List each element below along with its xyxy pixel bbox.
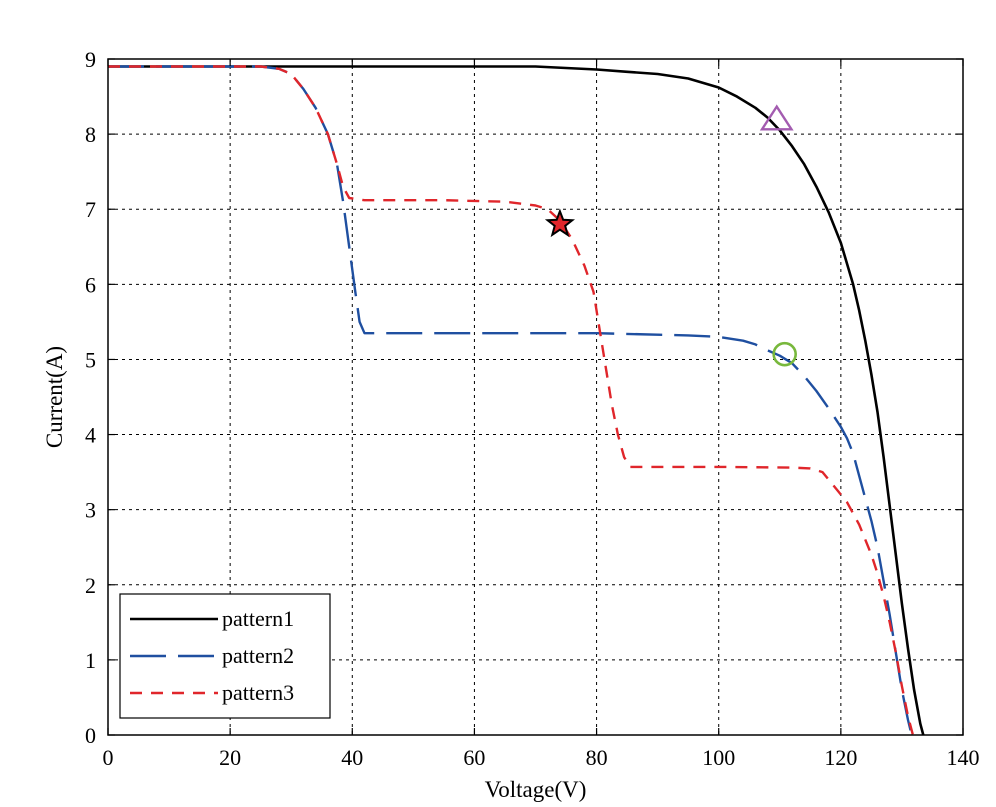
- legend: pattern1 pattern2 pattern3: [119, 593, 331, 719]
- tick-layer: 0 20 40 60 80 100 120 140 0 1 2 3 4 5 6 7 8 9: [85, 47, 980, 770]
- series-layer: [108, 65, 925, 736]
- x-tick-label: 100: [702, 745, 735, 770]
- x-tick-label: 20: [219, 745, 241, 770]
- legend-items: pattern1 pattern2 pattern3: [130, 606, 294, 705]
- y-tick-label: 4: [85, 423, 96, 448]
- y-tick-label: 3: [85, 498, 96, 523]
- y-tick-label: 7: [85, 197, 96, 222]
- y-tick-label: 9: [85, 47, 96, 72]
- x-tick-label: 0: [103, 745, 114, 770]
- pattern3-mpp-marker: [544, 208, 575, 238]
- y-tick-label: 5: [85, 347, 96, 372]
- x-axis-label: Voltage(V): [485, 777, 587, 802]
- x-tick-label: 140: [947, 745, 980, 770]
- x-tick-label: 120: [824, 745, 857, 770]
- x-tick-label: 60: [463, 745, 485, 770]
- pattern1-line: [108, 65, 925, 736]
- pattern1-mpp-marker: [759, 104, 794, 131]
- y-tick-label: 2: [85, 573, 96, 598]
- plot-frame: [107, 58, 964, 736]
- y-axis-label: Current(A): [42, 346, 67, 448]
- x-tick-label: 40: [341, 745, 363, 770]
- pattern3-legend-label: pattern3: [222, 680, 294, 705]
- pattern1-legend-label: pattern1: [222, 606, 294, 631]
- y-tick-label: 1: [85, 648, 96, 673]
- x-tick-label: 80: [586, 745, 608, 770]
- y-tick-label: 6: [85, 272, 96, 297]
- marker-layer: [544, 104, 797, 367]
- y-tick-label: 0: [85, 723, 96, 748]
- y-tick-label: 8: [85, 122, 96, 147]
- pattern2-mpp-marker: [772, 341, 797, 367]
- pattern2-legend-label: pattern2: [222, 643, 294, 668]
